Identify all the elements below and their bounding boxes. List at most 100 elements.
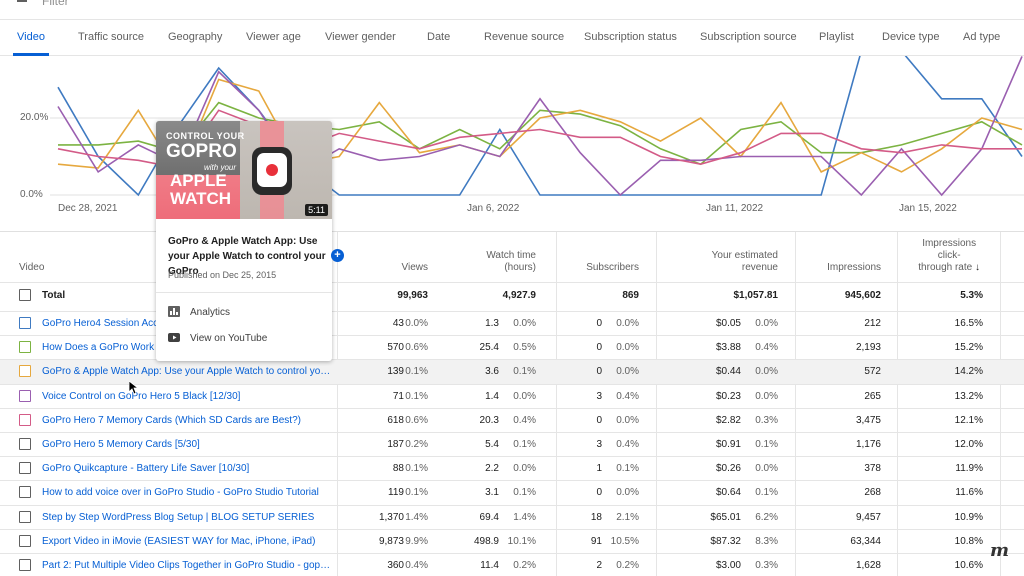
row-checkbox[interactable]: [19, 413, 31, 426]
subscribers-value: 0: [596, 318, 602, 329]
video-title-link[interactable]: GoPro Hero 7 Memory Cards (Which SD Card…: [42, 414, 301, 426]
ctr-value: 12.1%: [954, 414, 983, 426]
table-row[interactable]: Voice Control on GoPro Hero 5 Black [12/…: [0, 385, 1024, 409]
impressions-value: 268: [864, 487, 881, 499]
subscribers-value: 1: [596, 463, 602, 475]
watch-time-percent: 0.5%: [513, 342, 536, 354]
header-views[interactable]: Views: [401, 262, 429, 273]
analytics-label: Analytics: [190, 307, 231, 318]
series-line-4[interactable]: [57, 109, 1022, 169]
row-checkbox[interactable]: [19, 462, 31, 475]
revenue-percent: 0.1%: [755, 439, 778, 450]
row-checkbox[interactable]: [19, 438, 31, 450]
series-line-3[interactable]: [57, 56, 1023, 197]
video-title-link[interactable]: Part 2: Put Multiple Video Clips Togethe…: [42, 560, 332, 571]
header-video[interactable]: Video: [19, 262, 45, 273]
revenue-percent: 0.3%: [755, 560, 778, 571]
tab-device-type[interactable]: Device type: [882, 31, 940, 43]
total-checkbox[interactable]: [19, 289, 31, 301]
row-checkbox[interactable]: [19, 317, 31, 329]
col-divider: [795, 232, 796, 576]
ctr-value: 11.6%: [955, 487, 983, 499]
views-value: 360: [387, 560, 404, 571]
header-ctr[interactable]: Impressions click- through rate ↓: [918, 238, 980, 274]
table-row[interactable]: GoPro Hero 7 Memory Cards (Which SD Card…: [0, 409, 1024, 433]
revenue-value: $0.44: [715, 366, 741, 378]
row-checkbox[interactable]: [19, 486, 31, 499]
views-value: 618: [387, 414, 404, 426]
tab-revenue-source[interactable]: Revenue source: [484, 31, 565, 43]
row-checkbox[interactable]: [19, 389, 31, 402]
header-ctr-line2: click-: [937, 250, 961, 261]
table-row[interactable]: Step by Step WordPress Blog Setup | BLOG…: [0, 506, 1024, 530]
tab-date[interactable]: Date: [427, 31, 451, 43]
revenue-percent: 0.0%: [755, 390, 778, 402]
tab-viewer-age[interactable]: Viewer age: [246, 31, 301, 43]
row-checkbox[interactable]: [19, 559, 31, 571]
header-subscribers[interactable]: Subscribers: [586, 262, 639, 273]
table-row[interactable]: Export Video in iMovie (EASIEST WAY for …: [0, 530, 1024, 554]
row-divider: [0, 383, 1024, 385]
filter-input[interactable]: Filter: [42, 0, 69, 8]
tab-viewer-gender[interactable]: Viewer gender: [325, 31, 396, 43]
row-checkbox[interactable]: [19, 365, 31, 378]
impressions-value: 378: [864, 463, 881, 475]
watch-time-value: 3.1: [485, 487, 499, 499]
table-row[interactable]: How Does a GoPro Work 570 0.6% 25.4 0.5% 0 0.0…: [0, 336, 1024, 360]
add-metric-icon[interactable]: +: [331, 249, 344, 262]
row-checkbox[interactable]: [19, 510, 31, 523]
revenue-value: $3.00: [715, 560, 741, 571]
row-divider: [0, 456, 1024, 458]
header-ctr-line3: through rate: [918, 262, 973, 273]
video-title-link[interactable]: Export Video in iMovie (EASIEST WAY for …: [42, 535, 316, 547]
tab-subscription-status[interactable]: Subscription status: [584, 31, 677, 43]
col-divider: [1000, 232, 1001, 576]
series-line-0[interactable]: [57, 56, 1023, 197]
views-percent: 0.2%: [405, 439, 428, 450]
sort-arrow-icon[interactable]: ↓: [975, 262, 980, 273]
impressions-value: 3,475: [855, 414, 881, 426]
header-watch-time-line2: (hours): [504, 262, 536, 273]
watch-time-percent: 0.1%: [513, 487, 536, 499]
table-row[interactable]: GoPro Quikcapture - Battery Life Saver […: [0, 457, 1024, 481]
video-title-link[interactable]: GoPro Hero 5 Memory Cards [5/30]: [42, 439, 200, 450]
video-title-link[interactable]: How to add voice over in GoPro Studio - …: [42, 487, 319, 499]
watch-time-value: 69.4: [479, 511, 499, 523]
tab-traffic-source[interactable]: Traffic source: [78, 31, 145, 43]
tab-video[interactable]: Video: [17, 31, 45, 43]
watch-time-percent: 0.0%: [513, 463, 536, 475]
video-thumbnail[interactable]: CONTROL YOUR GOPRO with your APPLE WATCH…: [156, 121, 332, 219]
apple-watch-icon: [252, 147, 292, 195]
table-row[interactable]: Part 2: Put Multiple Video Clips Togethe…: [0, 554, 1024, 576]
table-row[interactable]: GoPro & Apple Watch App: Use your Apple …: [0, 360, 1024, 385]
tab-geography[interactable]: Geography: [168, 31, 223, 43]
row-checkbox[interactable]: [19, 534, 31, 547]
video-title-link[interactable]: GoPro & Apple Watch App: Use your Apple …: [42, 366, 332, 378]
series-line-2[interactable]: [57, 78, 1023, 178]
impressions-value: 2,193: [855, 342, 881, 354]
header-revenue[interactable]: Your estimated revenue: [712, 250, 778, 274]
impressions-value: 1,176: [855, 439, 881, 450]
video-title-link[interactable]: Step by Step WordPress Blog Setup | BLOG…: [42, 511, 315, 523]
row-checkbox[interactable]: [19, 341, 31, 354]
views-value: 43: [392, 318, 404, 329]
table-row[interactable]: GoPro Hero 5 Memory Cards [5/30] 187 0.2% 5…: [0, 433, 1024, 457]
watch-time-percent: 0.4%: [513, 414, 536, 426]
header-ctr-line1: Impressions: [922, 238, 977, 249]
impressions-value: 9,457: [855, 511, 881, 523]
tab-subscription-source[interactable]: Subscription source: [700, 31, 797, 43]
filter-icon[interactable]: [17, 0, 27, 6]
watch-time-percent: 0.1%: [513, 366, 536, 378]
tab-ad-type[interactable]: Ad type: [963, 31, 1001, 43]
total-revenue: $1,057.81: [733, 290, 779, 301]
watch-time-value: 25.4: [479, 342, 499, 354]
table-row[interactable]: How to add voice over in GoPro Studio - …: [0, 481, 1024, 505]
watch-time-percent: 10.1%: [507, 535, 536, 547]
tab-playlist[interactable]: Playlist: [819, 31, 854, 43]
video-title-link[interactable]: GoPro Quikcapture - Battery Life Saver […: [42, 463, 250, 475]
header-impressions[interactable]: Impressions: [827, 262, 881, 273]
total-row: Total 99,963 4,927.9 869 $1,057.81 945,6…: [0, 284, 1024, 310]
header-watch-time[interactable]: Watch time (hours): [486, 250, 536, 274]
table-row[interactable]: GoPro Hero4 Session Accessories 43 0.0% 1.3…: [0, 312, 1024, 336]
video-title-link[interactable]: Voice Control on GoPro Hero 5 Black [12/…: [42, 390, 241, 402]
